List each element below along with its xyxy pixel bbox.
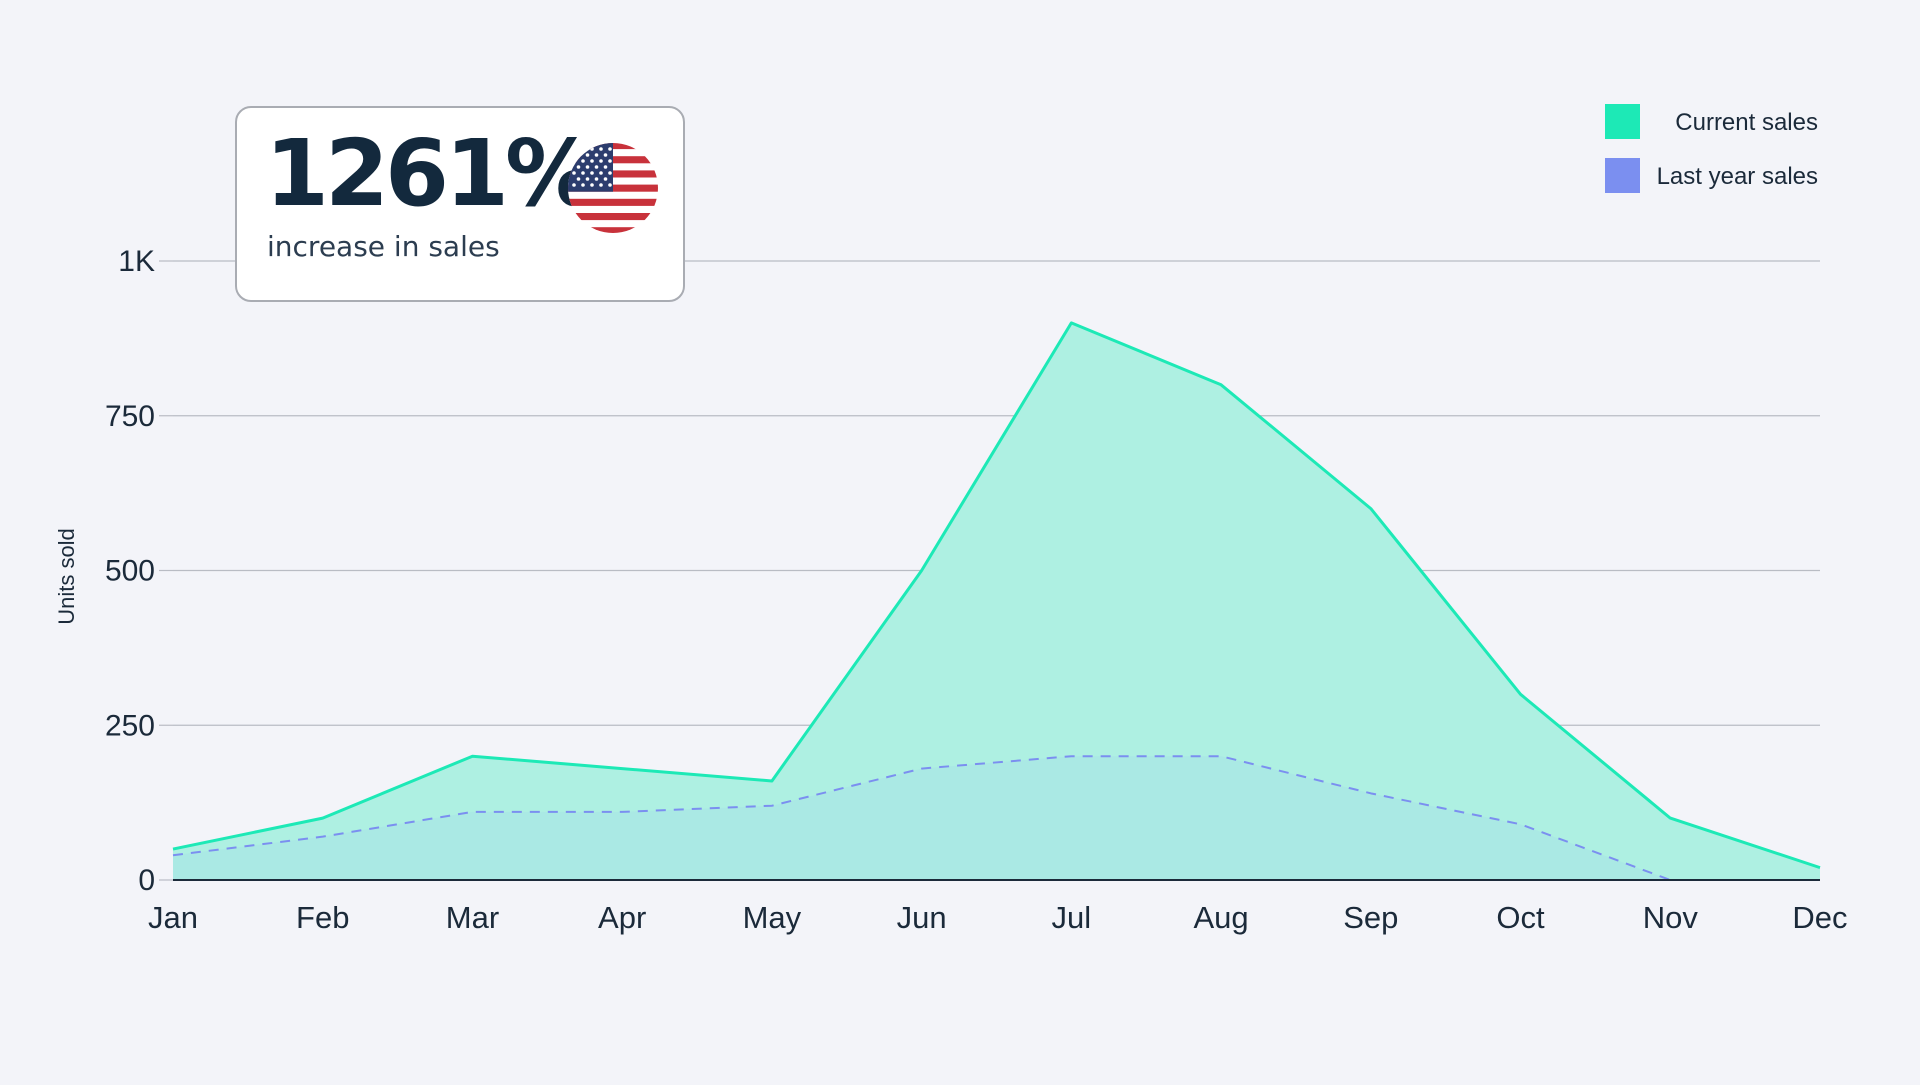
x-tick-label: Oct	[1496, 900, 1545, 935]
x-tick-label: Aug	[1194, 900, 1249, 935]
x-tick-label: Sep	[1343, 900, 1398, 935]
series-areas	[173, 322, 1820, 880]
x-tick-label: Jun	[897, 900, 947, 935]
series-line-last-year-sales	[172, 755, 1820, 881]
stat-card: 1261% increase in sales	[235, 106, 685, 302]
legend-swatch	[1605, 158, 1640, 193]
data-point	[1818, 866, 1822, 870]
x-tick-label: Apr	[598, 900, 646, 935]
data-point	[1219, 754, 1223, 758]
x-tick-label: May	[743, 900, 802, 935]
x-tick-label: Dec	[1792, 900, 1847, 935]
x-tick-label: Jan	[148, 900, 198, 935]
data-point	[920, 767, 924, 771]
us-flag-icon	[567, 142, 659, 234]
legend: Current sales Last year sales	[1605, 104, 1818, 193]
data-point	[620, 767, 624, 771]
y-tick-label: 500	[105, 555, 155, 588]
data-point	[171, 847, 175, 851]
series-lines	[171, 321, 1822, 881]
data-point	[620, 810, 624, 814]
x-tick-label: Nov	[1643, 900, 1699, 935]
y-tick-label: 0	[138, 864, 155, 897]
y-tick-label: 750	[105, 400, 155, 433]
data-point	[920, 569, 924, 573]
axes: 0 250 500 750 1K Jan Feb Mar Apr May Jun Jul Aug Sep O…	[54, 245, 1848, 935]
data-point	[1069, 321, 1073, 325]
data-point	[171, 853, 175, 857]
data-point	[1219, 383, 1223, 387]
data-point	[770, 779, 774, 783]
legend-label: Current sales	[1675, 109, 1818, 136]
series-area-last-year-sales	[173, 756, 1820, 880]
series-area-current-sales	[173, 322, 1820, 880]
data-point	[1519, 692, 1523, 696]
stat-caption: increase in sales	[267, 230, 500, 263]
legend-label: Last year sales	[1657, 163, 1818, 190]
data-point	[770, 804, 774, 808]
data-point	[1369, 507, 1373, 511]
x-tick-label: Jul	[1052, 900, 1092, 935]
stat-value: 1261%	[265, 120, 597, 227]
legend-swatch	[1605, 104, 1640, 139]
data-point	[321, 835, 325, 839]
data-point	[470, 810, 474, 814]
y-tick-label: 1K	[118, 245, 155, 278]
x-tick-label: Feb	[296, 900, 349, 935]
data-point	[1369, 791, 1373, 795]
x-tick-label: Mar	[446, 900, 499, 935]
series-line-current-sales	[172, 321, 1821, 870]
y-tick-label: 250	[105, 709, 155, 742]
data-point	[1069, 754, 1073, 758]
data-point	[321, 816, 325, 820]
data-point	[1668, 816, 1672, 820]
data-point	[1519, 822, 1523, 826]
data-point	[470, 754, 474, 758]
y-axis-title: Units sold	[54, 528, 79, 625]
